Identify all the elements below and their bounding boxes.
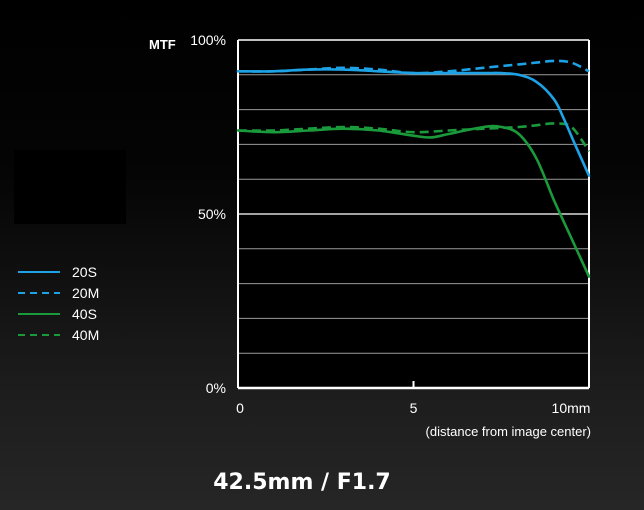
legend-label: 40S: [72, 306, 97, 322]
series-line-40m: [237, 122, 591, 153]
y-tick-label: 0%: [206, 380, 226, 396]
x-tick-label: 0: [236, 400, 244, 416]
legend-item-20m: 20M: [18, 283, 158, 304]
legend-label: 40M: [72, 327, 100, 343]
legend-swatch: [18, 271, 60, 273]
legend-label: 20M: [72, 285, 100, 301]
legend-swatch: [18, 313, 60, 315]
x-axis-label: (distance from image center): [426, 424, 591, 439]
legend-label: 20S: [72, 264, 97, 280]
legend-item-20s: 20S: [18, 262, 158, 283]
x-tick-label: 10mm: [552, 400, 591, 416]
y-tick-label: 50%: [198, 206, 226, 222]
placeholder-box: [14, 150, 126, 224]
legend-swatch: [18, 334, 60, 336]
mtf-chart: 0 5 10mm 0% 50% 100% MTF (distance from image c…: [149, 32, 591, 439]
legend-swatch: [18, 292, 60, 294]
legend-item-40m: 40M: [18, 325, 158, 346]
y-tick-label: 100%: [190, 32, 226, 48]
x-tick-label: 5: [410, 400, 418, 416]
legend-item-40s: 40S: [18, 304, 158, 325]
series-line-20s: [236, 68, 591, 177]
series-line-40s: [236, 124, 591, 278]
legend: 20S 20M 40S 40M: [18, 262, 158, 346]
lens-caption: 42.5mm / F1.7: [213, 470, 391, 495]
chart-title: MTF: [149, 37, 176, 52]
